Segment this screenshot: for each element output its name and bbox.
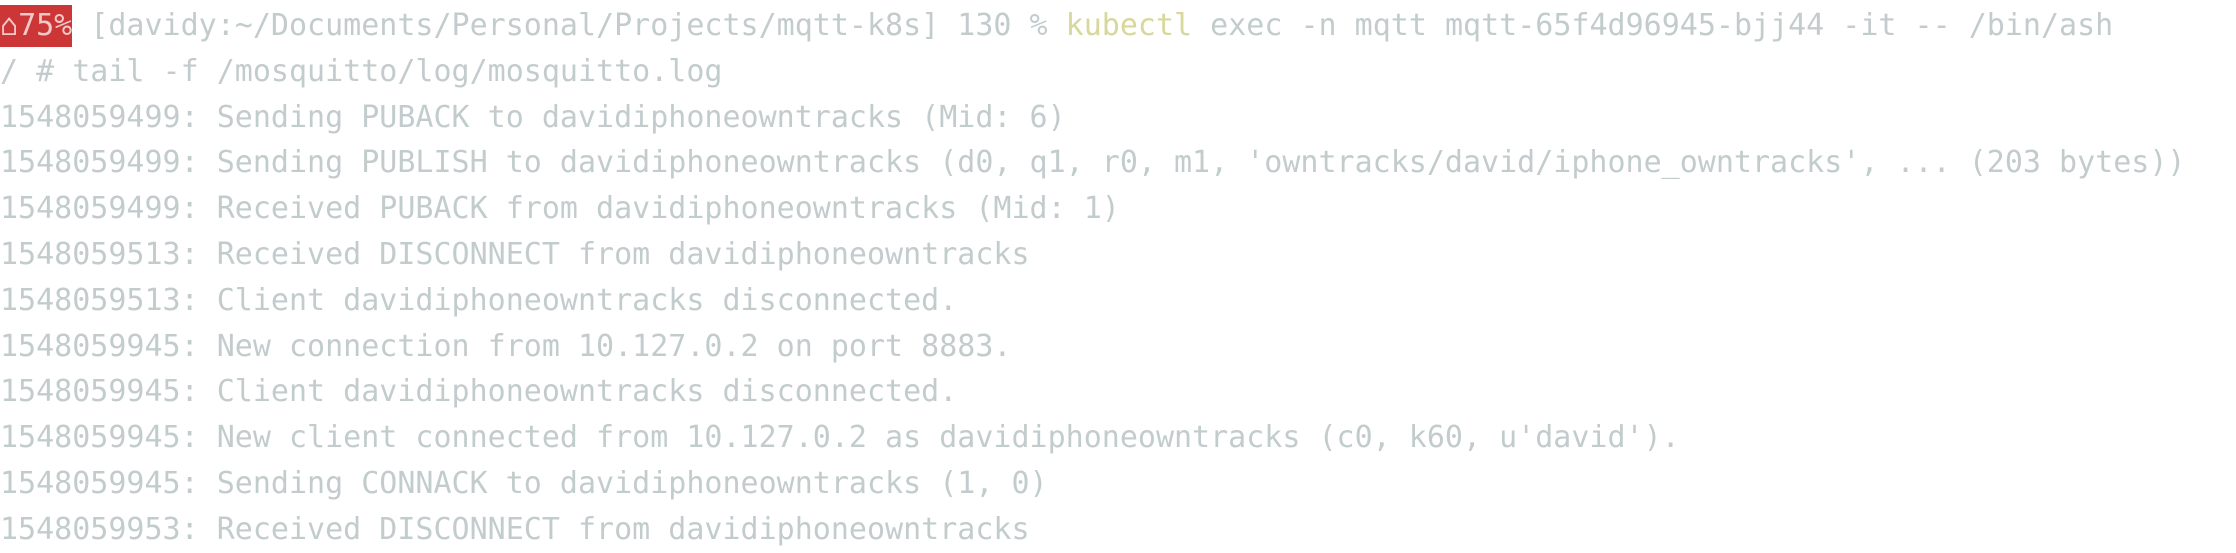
log-line: 1548059499: Received PUBACK from davidip… [0, 191, 1120, 227]
log-line: 1548059499: Sending PUBLISH to davidipho… [0, 145, 2186, 181]
log-line: 1548059945: Sending CONNACK to davidipho… [0, 465, 1048, 501]
log-line: 1548059945: Client davidiphoneowntracks … [0, 374, 958, 410]
command-name: kubectl [1065, 8, 1193, 43]
log-line: 1548059499: Sending PUBACK to davidiphon… [0, 99, 1066, 135]
log-line: 1548059945: New connection from 10.127.0… [0, 328, 1012, 364]
command-args: exec -n mqtt mqtt-65f4d96945-bjj44 -it -… [1210, 8, 2114, 43]
battery-warning-icon: ⌂ [0, 8, 19, 43]
log-line: 1548059513: Client davidiphoneowntracks … [0, 282, 958, 318]
log-line: 1548059953: Received DISCONNECT from dav… [0, 511, 1030, 547]
log-line: 1548059513: Received DISCONNECT from dav… [0, 236, 1030, 272]
battery-level: 75% [18, 8, 73, 43]
shell-command-line: / # tail -f /mosquitto/log/mosquitto.log [0, 53, 723, 89]
log-line: 1548059945: New client connected from 10… [0, 420, 1680, 456]
prompt-cwd: [davidy:~/Documents/Personal/Projects/mq… [90, 8, 940, 43]
prompt-symbol: % [1029, 8, 1048, 43]
battery-badge: ⌂75% [0, 5, 73, 47]
terminal-output[interactable]: ⌂75% [davidy:~/Documents/Personal/Projec… [0, 3, 2236, 553]
prompt-line: ⌂75% [davidy:~/Documents/Personal/Projec… [0, 3, 2236, 49]
exit-code: 130 [957, 8, 1012, 43]
